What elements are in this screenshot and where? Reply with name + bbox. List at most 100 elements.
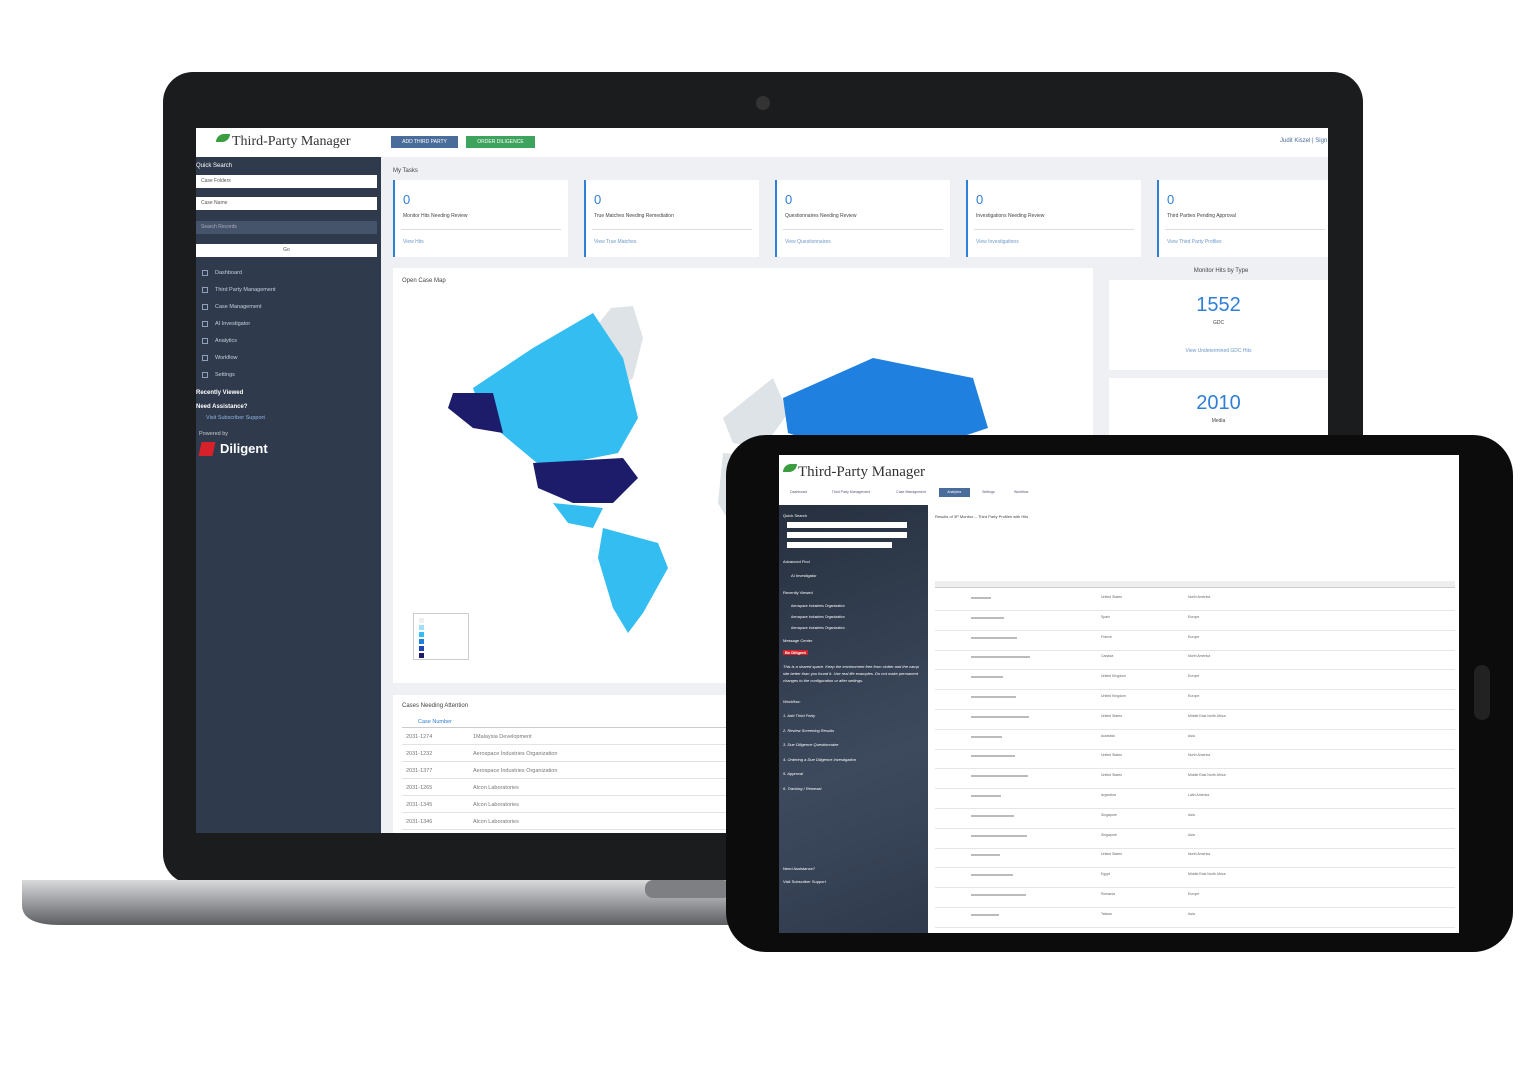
cell[interactable]: Aerospace Industries Organization: [473, 751, 558, 757]
table-header: [935, 581, 1455, 588]
cell[interactable]: Asia: [1188, 911, 1195, 916]
nav-item[interactable]: Workflow: [215, 355, 238, 361]
cell[interactable]: Spain: [1101, 614, 1110, 619]
cell[interactable]: Europe: [1188, 674, 1200, 679]
tab[interactable]: Settings: [982, 490, 995, 494]
link[interactable]: View Third Party Profiles: [1167, 239, 1222, 245]
button[interactable]: ADD THIRD PARTY: [391, 136, 458, 148]
cell[interactable]: United Kingdom: [1101, 674, 1126, 679]
sidebar-text[interactable]: 1. Add Third Party: [783, 713, 816, 718]
select[interactable]: Case Folders: [196, 175, 377, 188]
cell[interactable]: Middle East North Africa: [1188, 713, 1226, 718]
button[interactable]: ORDER DILIGENCE: [466, 136, 535, 148]
cell[interactable]: Europe: [1188, 892, 1200, 896]
user[interactable]: Judit Kiszel | Sign: [1280, 138, 1328, 144]
cell[interactable]: Asia: [1188, 733, 1195, 738]
nav-item[interactable]: Settings: [215, 372, 235, 378]
label: Quick Search: [196, 163, 233, 169]
header[interactable]: Case Number: [418, 719, 452, 725]
cell[interactable]: North America: [1188, 852, 1211, 857]
sidebar-text[interactable]: 2. Review Screening Results: [783, 727, 835, 733]
cell[interactable]: Singapore: [1101, 812, 1117, 817]
nav-item[interactable]: Analytics: [215, 338, 238, 344]
nav-icon: [202, 355, 208, 361]
cell[interactable]: United States: [1101, 773, 1123, 778]
link[interactable]: View True Matches: [594, 239, 637, 245]
cell[interactable]: Alcon Laboratories: [473, 785, 519, 791]
nav-item[interactable]: AI Investigator: [215, 321, 251, 327]
cell[interactable]: Singapore: [1101, 832, 1117, 837]
cell[interactable]: Alcon Laboratories: [473, 819, 519, 825]
cell[interactable]: 2031-1346: [406, 819, 433, 825]
name-bar: [971, 715, 1029, 718]
cell[interactable]: North America: [1188, 595, 1211, 599]
map-legend: [413, 613, 469, 660]
cell[interactable]: Latin America: [1188, 793, 1210, 797]
cell[interactable]: Europe: [1188, 634, 1200, 639]
cell[interactable]: United States: [1101, 753, 1123, 758]
cell[interactable]: 2031-1377: [406, 768, 433, 774]
link[interactable]: View Questionnaires: [785, 239, 831, 245]
nav-item[interactable]: Case Management: [215, 304, 262, 310]
link[interactable]: View Hits: [403, 239, 424, 245]
sidebar-text[interactable]: Aerospace Industries Organization: [791, 604, 845, 608]
cell[interactable]: 1Malaysia Development: [473, 734, 532, 740]
cell[interactable]: Australia: [1101, 733, 1115, 738]
cell[interactable]: North America: [1188, 753, 1211, 758]
logo-leaf: [216, 134, 230, 142]
cell[interactable]: Argentina: [1101, 793, 1116, 797]
cell[interactable]: Europe: [1188, 614, 1200, 619]
sidebar-text[interactable]: Aerospace Industries Organization: [791, 615, 845, 619]
cell[interactable]: 2031-1232: [406, 751, 433, 757]
cell[interactable]: Middle East North Africa: [1188, 872, 1226, 877]
cell[interactable]: Alcon Laboratories: [473, 802, 519, 808]
cell[interactable]: 2031-1265: [406, 785, 433, 791]
tab[interactable]: Workflow: [1014, 490, 1029, 494]
cell[interactable]: Egypt: [1101, 872, 1110, 877]
tab[interactable]: Third Party Management: [831, 490, 871, 494]
cell[interactable]: Canada: [1101, 654, 1114, 659]
name-bar: [971, 913, 999, 916]
sidebar-text[interactable]: Aerospace Industries Organization: [791, 626, 845, 630]
sidebar-text[interactable]: 4. Ordering a Due Diligence Investigatio…: [783, 756, 856, 762]
sidebar-text[interactable]: 3. Due Diligence Questionnaire: [783, 742, 839, 747]
tab[interactable]: Analytics: [938, 488, 970, 497]
cell[interactable]: Asia: [1188, 812, 1195, 817]
tab[interactable]: Case Management: [896, 490, 926, 494]
sidebar-text[interactable]: AI Investigator: [791, 573, 817, 578]
cell[interactable]: United States: [1101, 852, 1123, 857]
name-bar: [971, 616, 1004, 619]
cell[interactable]: North America: [1188, 654, 1211, 659]
row-line: [935, 847, 1455, 849]
cell[interactable]: France: [1101, 634, 1112, 639]
cell[interactable]: Asia: [1188, 832, 1195, 837]
cell[interactable]: Europe: [1188, 694, 1200, 698]
search-input[interactable]: Search Records: [196, 221, 377, 234]
sidebar-text[interactable]: 6. Tracking / Renewal: [783, 785, 822, 791]
cell[interactable]: United States: [1101, 595, 1123, 599]
nav-item[interactable]: Third Party Management: [215, 287, 276, 293]
link[interactable]: View Undetermined GDC Hits: [1185, 348, 1252, 354]
link[interactable]: View Investigations: [976, 239, 1019, 245]
go-button[interactable]: Go: [196, 244, 377, 257]
cell[interactable]: Middle East North Africa: [1188, 773, 1226, 778]
sidebar-text[interactable]: Advanced Find: [783, 559, 810, 564]
name-bar: [971, 755, 1015, 758]
cell[interactable]: 2031-1345: [406, 802, 433, 808]
cell[interactable]: Romania: [1101, 892, 1116, 896]
select[interactable]: Case Name: [196, 197, 377, 210]
sidebar-text[interactable]: Visit Subscriber Support: [783, 879, 826, 884]
sidebar-text[interactable]: 5. Approval: [783, 771, 804, 776]
cell[interactable]: Aerospace Industries Organization: [473, 768, 558, 774]
cell[interactable]: Taiwan: [1101, 911, 1112, 916]
notch: [645, 880, 731, 898]
cell[interactable]: United States: [1101, 713, 1123, 718]
cell[interactable]: United Kingdom: [1101, 694, 1126, 698]
name-bar: [971, 676, 1003, 679]
nav-item[interactable]: Dashboard: [215, 270, 242, 276]
sidebar-text: Quick Search: [783, 513, 808, 518]
tab[interactable]: Dashboard: [790, 490, 808, 494]
link[interactable]: Visit Subscriber Support: [206, 415, 265, 421]
cell[interactable]: 2031-1274: [406, 734, 433, 740]
